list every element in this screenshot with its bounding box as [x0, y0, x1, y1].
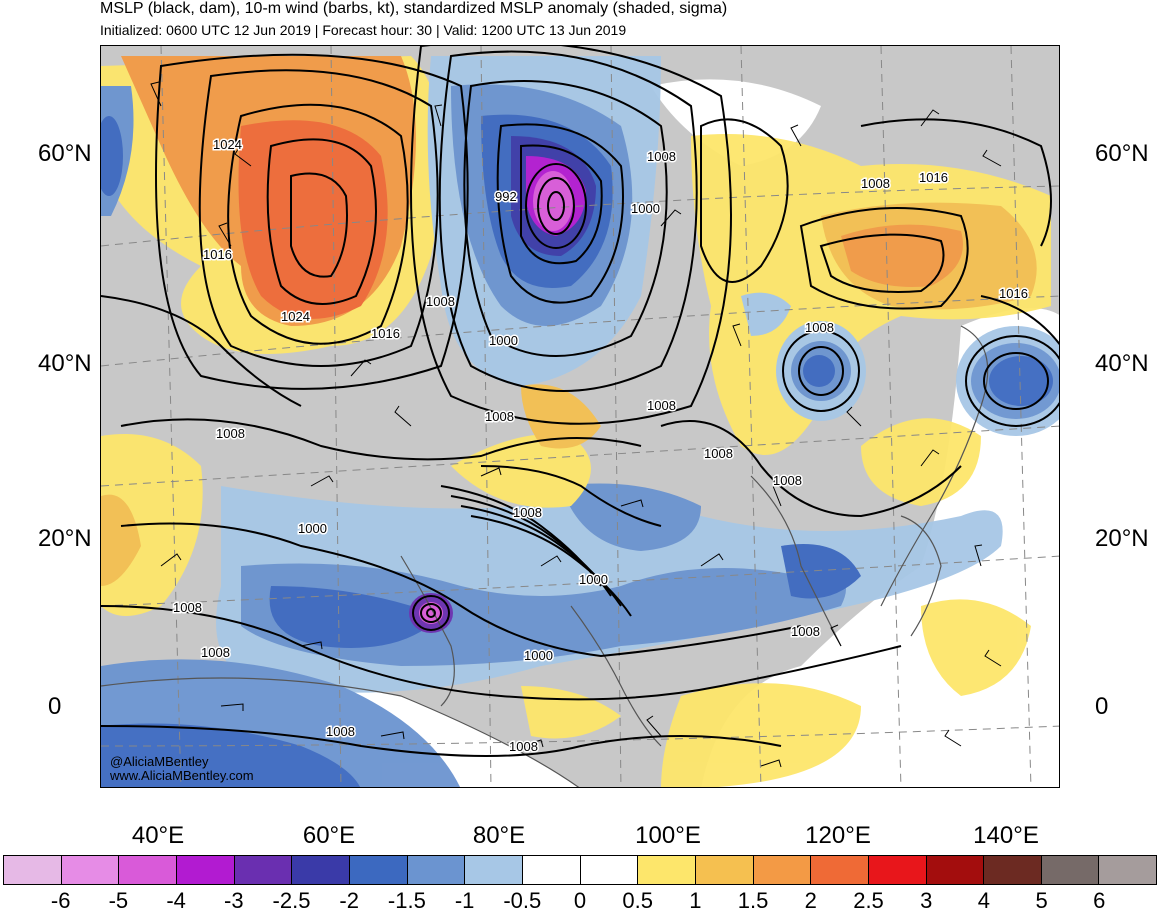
colorbar-swatch [580, 856, 639, 884]
anomaly-shading [101, 56, 1059, 787]
lat-label-right: 20°N [1095, 525, 1149, 552]
contour-label: 1008 [513, 505, 542, 520]
colorbar-swatch [234, 856, 293, 884]
graticule [101, 46, 1059, 787]
contour-label: 1008 [704, 446, 733, 461]
contour-label: 1000 [489, 333, 518, 348]
colorbar-swatch [349, 856, 408, 884]
lat-label-left: 20°N [38, 525, 92, 552]
colorbar-swatch [465, 856, 523, 884]
contour-label: 1008 [647, 149, 676, 164]
lon-label: 140°E [973, 822, 1039, 849]
colorbar-swatch [926, 856, 985, 884]
colorbar-swatch [119, 856, 177, 884]
colorbar-tick-label: 2 [804, 888, 817, 913]
lon-label: 60°E [302, 822, 356, 849]
colorbar [3, 855, 1157, 885]
colorbar-tick-label: 3 [920, 888, 933, 913]
colorbar-tick-label: -1 [454, 888, 475, 913]
contour-label: 1016 [919, 170, 948, 185]
colorbar-swatch [868, 856, 927, 884]
contour-label: 1008 [201, 645, 230, 660]
map-panel: 1024 1016 1024 1016 1008 992 1000 1000 1… [100, 45, 1060, 788]
colorbar-swatch [4, 856, 62, 884]
contour-label: 1024 [281, 309, 310, 324]
map-subtitle: Initialized: 0600 UTC 12 Jun 2019 | Fore… [100, 22, 627, 38]
coastlines [101, 325, 989, 787]
contour-label: 1000 [631, 201, 660, 216]
contour-label: 992 [495, 189, 517, 204]
colorbar-swatch [984, 856, 1042, 884]
colorbar-tick-label: -2.5 [272, 888, 311, 913]
colorbar-swatch [1041, 856, 1100, 884]
colorbar-tick-label: -6 [50, 888, 71, 913]
colorbar-swatch [407, 856, 466, 884]
contour-label: 1016 [371, 326, 400, 341]
contour-label: 1008 [647, 398, 676, 413]
contour-label: 1008 [791, 624, 820, 639]
lon-label: 80°E [472, 822, 526, 849]
contour-label: 1008 [861, 176, 890, 191]
lat-label-left: 0 [48, 693, 62, 720]
contour-label: 1000 [298, 521, 327, 536]
colorbar-swatch [638, 856, 696, 884]
contour-label: 1008 [173, 600, 202, 615]
colorbar-swatch [292, 856, 350, 884]
contour-label: 1024 [213, 137, 242, 152]
contour-label: 1016 [999, 286, 1028, 301]
map-canvas: 1024 1016 1024 1016 1008 992 1000 1000 1… [101, 46, 1059, 787]
colorbar-swatch [753, 856, 812, 884]
contour-label: 1016 [203, 247, 232, 262]
contour-label: 1008 [509, 739, 538, 754]
colorbar-swatch [522, 856, 581, 884]
lon-label: 40°E [131, 822, 185, 849]
colorbar-tick-label: -3 [224, 888, 244, 913]
colorbar-tick-label: 1 [689, 888, 702, 913]
colorbar-tick-label: 0.5 [622, 888, 653, 913]
lat-label-left: 60°N [38, 140, 92, 167]
colorbar-tick-label: 4 [977, 888, 991, 913]
contour-labels: 1024 1016 1024 1016 1008 992 1000 1000 1… [172, 136, 1030, 756]
contour-label: 1000 [524, 648, 553, 663]
lon-label: 100°E [635, 822, 701, 849]
colorbar-tick-label: 1.5 [737, 888, 769, 913]
credit-website: www.AliciaMBentley.com [110, 768, 254, 783]
colorbar-tick-label: -1.5 [387, 888, 426, 913]
lat-label-right: 60°N [1095, 140, 1149, 167]
contour-label: 1008 [326, 724, 355, 739]
map-title: MSLP (black, dam), 10-m wind (barbs, kt)… [100, 0, 728, 17]
mslp-contours [101, 46, 1059, 757]
colorbar-tick-label: -5 [108, 888, 129, 913]
contour-label: 1008 [426, 294, 455, 309]
colorbar-tick-label: -4 [166, 888, 186, 913]
colorbar-tick-label: 2.5 [853, 888, 884, 913]
colorbar-tick-label: 0 [573, 888, 587, 913]
credit-handle: @AliciaMBentley [110, 754, 209, 769]
colorbar-swatch [695, 856, 754, 884]
contour-label: 1008 [773, 473, 802, 488]
colorbar-swatch [811, 856, 869, 884]
colorbar-tick-label: 6 [1093, 888, 1106, 913]
contour-label: 1008 [216, 426, 245, 441]
colorbar-swatch [1099, 856, 1157, 884]
colorbar-tick-label: -2 [339, 888, 359, 913]
contour-label: 1008 [485, 409, 514, 424]
lat-label-right: 40°N [1095, 350, 1149, 377]
lat-label-right: 0 [1095, 693, 1109, 720]
contour-label: 1000 [579, 572, 608, 587]
colorbar-tick-label: -0.5 [503, 888, 542, 913]
contour-label: 1008 [805, 320, 834, 335]
colorbar-tick-label: 5 [1035, 888, 1048, 913]
colorbar-swatch [61, 856, 120, 884]
colorbar-swatch [176, 856, 235, 884]
lon-label: 120°E [805, 822, 871, 849]
lat-label-left: 40°N [38, 350, 92, 377]
wind-barbs [150, 81, 1002, 768]
